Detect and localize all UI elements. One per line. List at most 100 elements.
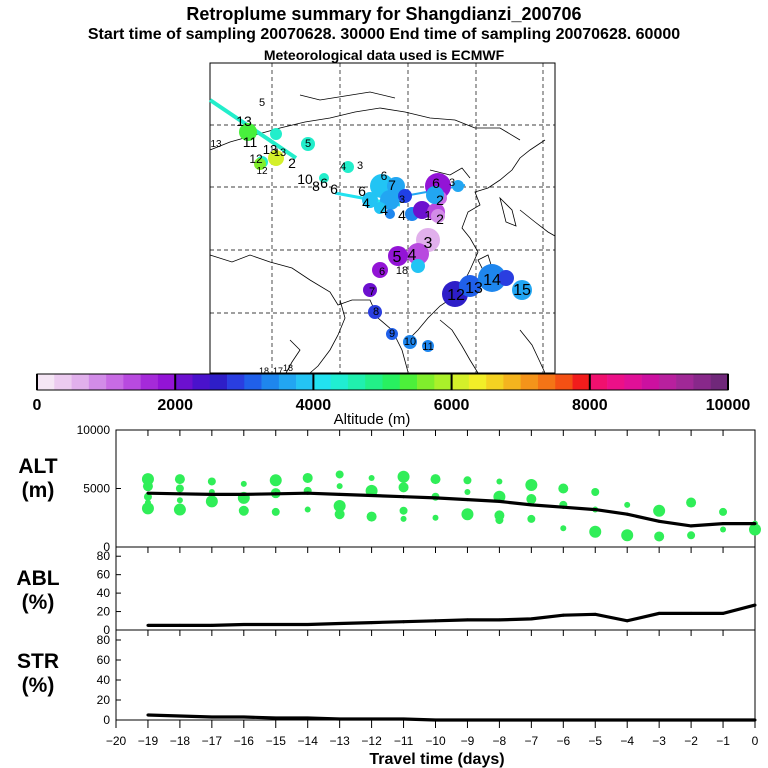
trajectory-day-label: 4 — [340, 161, 346, 173]
altitude-cluster-point — [333, 500, 346, 513]
altitude-cluster-point — [591, 488, 600, 497]
alt-panel-frame — [115, 429, 756, 548]
abl-panel-unit: (%) — [22, 591, 55, 614]
alt-series-point — [529, 503, 533, 507]
trajectory-day-label: 10 — [297, 171, 313, 187]
trajectory-day-label: 12 — [447, 287, 465, 304]
alt-series-point — [657, 519, 661, 523]
x-axis-tick-label: −7 — [525, 734, 539, 748]
x-axis-tick-label: −16 — [234, 734, 255, 748]
alt-series-point — [497, 499, 501, 503]
str-series-point — [178, 714, 182, 718]
trajectory-day-label: 7 — [388, 177, 396, 193]
trajectory-point — [498, 270, 514, 286]
altitude-cluster-point — [271, 507, 280, 516]
abl-series-point — [274, 622, 278, 626]
trajectory-point — [342, 161, 354, 173]
str-y-tick-label: 40 — [97, 673, 111, 687]
trajectory-point — [413, 201, 431, 219]
trajectory-day-label: 11 — [243, 134, 258, 150]
colorbar-swatch — [157, 374, 176, 390]
colorbar-swatch — [607, 374, 625, 390]
altitude-cluster-point — [240, 480, 247, 487]
trajectory-day-label: 13 — [274, 147, 286, 159]
altitude-cluster-point — [205, 495, 218, 508]
str-series-point — [210, 715, 214, 719]
x-axis-tick-label: −6 — [556, 734, 570, 748]
x-axis-tick-label: −4 — [620, 734, 634, 748]
x-axis-tick-label: −13 — [329, 734, 350, 748]
x-axis-tick-label: −14 — [298, 734, 319, 748]
trajectory-day-label: 12 — [249, 152, 263, 166]
trajectory-day-label: 4 — [398, 207, 406, 223]
x-axis-tick-label: −11 — [394, 734, 414, 748]
altitude-cluster-point — [142, 481, 153, 492]
altitude-cluster-point — [430, 474, 441, 485]
alt-series-point — [370, 494, 374, 498]
trajectory-day-label: 5 — [259, 97, 265, 109]
x-axis-tick-label: −20 — [106, 734, 127, 748]
trajectory-day-label: 17 — [273, 366, 283, 376]
colorbar-swatch — [486, 374, 504, 390]
str-y-tick-label: 20 — [97, 693, 111, 707]
alt-series-point — [721, 522, 725, 526]
colorbar-swatch — [468, 374, 487, 390]
abl-series-point — [402, 620, 406, 624]
abl-series-point — [625, 619, 629, 623]
trajectory-day-label: 4 — [408, 247, 417, 264]
altitude-cluster-point — [238, 505, 249, 516]
str-series-line — [147, 713, 755, 722]
colorbar-swatch — [106, 374, 124, 390]
altitude-cluster-point — [173, 503, 186, 516]
x-axis-tick-label: −9 — [461, 734, 475, 748]
colorbar-swatch — [624, 374, 642, 390]
colorbar-swatch — [641, 374, 660, 390]
altitude-cluster-point — [720, 526, 727, 533]
altitude-cluster-point — [176, 497, 183, 504]
altitude-cluster-point — [526, 494, 537, 505]
str-y-tick-label: 60 — [97, 653, 111, 667]
colorbar-swatch — [537, 374, 556, 390]
trajectory-point — [239, 123, 257, 141]
altitude-cluster-point — [335, 470, 344, 479]
colorbar-swatch — [658, 374, 677, 390]
altitude-cluster-point — [461, 508, 474, 521]
colorbar-swatch — [175, 374, 193, 390]
altitude-cluster-point — [141, 502, 154, 515]
x-axis-tick-label: −2 — [684, 734, 698, 748]
abl-panel-frame — [115, 546, 756, 631]
colorbar-swatch — [347, 374, 366, 390]
trajectory-point — [385, 209, 395, 219]
altitude-cluster-point — [304, 506, 311, 513]
colorbar-swatch — [434, 374, 452, 390]
trajectory-day-label: 13 — [210, 139, 222, 150]
trajectory-day-label: 2 — [436, 211, 444, 227]
trajectory-point — [478, 264, 506, 292]
colorbar-tick-label: 2000 — [157, 397, 193, 414]
colorbar-swatch — [676, 374, 694, 390]
alt-series-point — [146, 491, 150, 495]
abl-series-point — [370, 621, 374, 625]
x-axis-tick-label: −3 — [652, 734, 666, 748]
trajectory-point — [388, 246, 408, 266]
colorbar-swatch — [382, 374, 401, 390]
colorbar-swatch — [503, 374, 521, 390]
altitude-cluster-point — [653, 504, 666, 517]
trajectory-point — [372, 262, 388, 278]
colorbar-swatch — [365, 374, 383, 390]
altitude-cluster-point — [398, 482, 409, 493]
trajectory-point — [254, 158, 266, 170]
altitude-cluster-point — [654, 531, 665, 542]
x-axis-tick-label: −17 — [202, 734, 223, 748]
colorbar-swatch — [54, 374, 72, 390]
abl-series-point — [338, 622, 342, 626]
colorbar-swatch — [209, 374, 228, 390]
colorbar-swatch — [693, 374, 712, 390]
abl-series-line — [147, 603, 756, 627]
abl-series-point — [242, 622, 246, 626]
colorbar-swatch — [192, 374, 211, 390]
abl-y-tick-label: 80 — [97, 549, 111, 563]
str-panel-label: STR — [17, 650, 59, 673]
trajectory-points — [239, 123, 532, 352]
alt-series-point — [561, 505, 565, 509]
